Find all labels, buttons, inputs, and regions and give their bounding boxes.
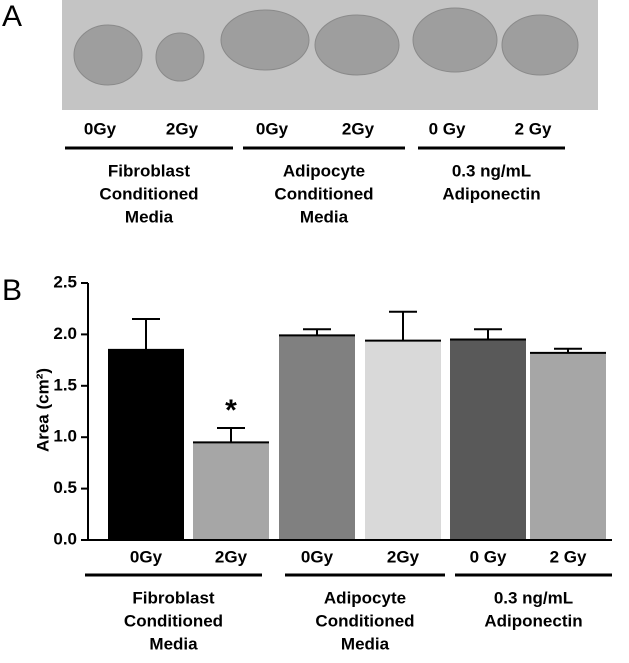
gel-blobs [73, 7, 579, 86]
dose-label: 0Gy [256, 119, 289, 138]
group-label: Media [300, 207, 349, 226]
group-label: Media [149, 634, 198, 653]
x-tick-label: 2Gy [387, 547, 420, 566]
dose-label: 2 Gy [515, 119, 552, 138]
dose-label: 2Gy [166, 119, 199, 138]
group-label: Adiponectin [442, 184, 540, 203]
group-label: Fibroblast [108, 161, 191, 180]
x-tick-label: 2 Gy [550, 547, 587, 566]
dose-label: 0Gy [84, 119, 117, 138]
group-label: Adipocyte [283, 161, 365, 180]
group-label: Fibroblast [132, 588, 215, 607]
bar [530, 352, 606, 540]
significance-marker: * [225, 394, 237, 427]
y-axis-label: Area (cm²) [33, 368, 52, 452]
dose-label: 0 Gy [429, 119, 466, 138]
panel-label: A [2, 0, 22, 33]
group-label: Adipocyte [324, 588, 406, 607]
y-tick-label: 1.5 [53, 375, 77, 394]
panel-label: B [2, 274, 22, 307]
bar [193, 442, 269, 540]
y-tick-label: 2.0 [53, 324, 77, 343]
group-label: Conditioned [99, 184, 198, 203]
group-label: Media [341, 634, 390, 653]
bar [450, 339, 526, 540]
x-tick-label: 2Gy [215, 547, 248, 566]
group-label: Conditioned [124, 611, 223, 630]
x-tick-label: 0Gy [130, 547, 163, 566]
x-tick-label: 0Gy [301, 547, 334, 566]
group-label: Conditioned [274, 184, 373, 203]
x-tick-label: 0 Gy [470, 547, 507, 566]
group-label: 0.3 ng/mL [452, 161, 531, 180]
bar [365, 340, 441, 540]
group-label: Media [125, 207, 174, 226]
group-label: 0.3 ng/mL [494, 588, 573, 607]
group-label: Adiponectin [484, 611, 582, 630]
y-tick-label: 0.5 [53, 478, 77, 497]
y-tick-label: 0.0 [53, 529, 77, 548]
bar [108, 349, 184, 540]
dose-label: 2Gy [342, 119, 375, 138]
bar [279, 335, 355, 540]
y-tick-label: 1.0 [53, 427, 77, 446]
group-label: Conditioned [315, 611, 414, 630]
y-tick-label: 2.5 [53, 272, 77, 291]
